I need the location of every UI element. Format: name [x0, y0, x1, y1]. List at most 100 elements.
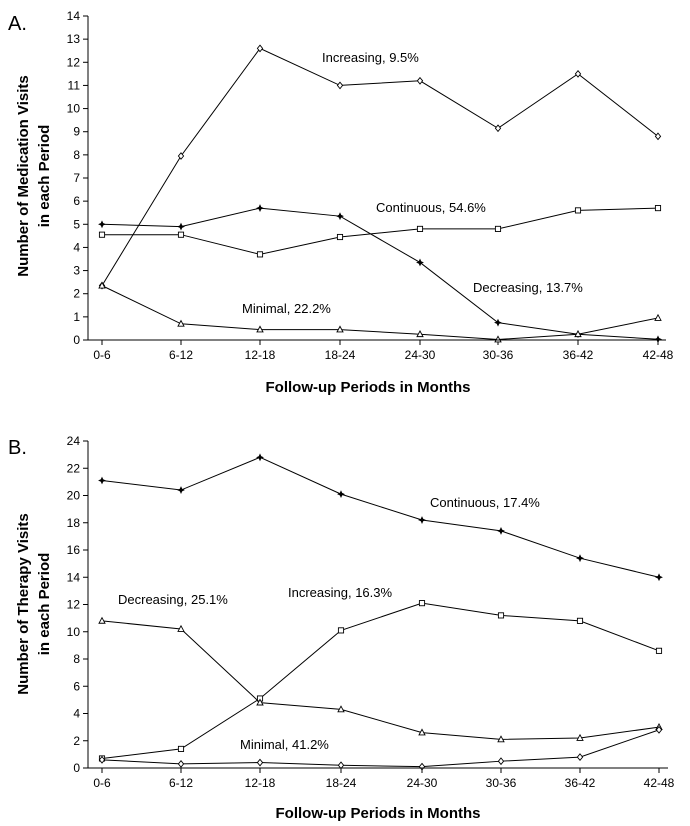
panel-a-data-point: [98, 231, 106, 238]
panel-a-series-label: Decreasing, 13.7%: [473, 280, 583, 295]
panel-b-y-axis-title-line2: in each Period: [36, 553, 53, 656]
panel-b-x-tick-label: 24-30: [407, 776, 438, 790]
panel-b-data-point: [418, 600, 426, 607]
panel-a-y-tick-label: 14: [67, 9, 81, 23]
panel-b-x-tick-label: 0-6: [93, 776, 111, 790]
panel-a-data-point: [494, 124, 502, 133]
panel-b-y-tick-label: 2: [73, 734, 80, 748]
panel-b-data-point: [177, 624, 185, 632]
panel-b-series-label: Continuous, 17.4%: [430, 495, 540, 510]
panel-a-series-label: Increasing, 9.5%: [322, 50, 419, 65]
panel-b-data-point: [418, 516, 426, 524]
panel-a-y-tick-label: 1: [73, 310, 80, 324]
panel-a-data-point: [336, 233, 344, 241]
panel-b-data-point: [337, 490, 345, 499]
panel-a-data-point: [177, 222, 185, 231]
panel-b-data-point: [655, 725, 663, 734]
panel-b-data-point: [497, 612, 505, 619]
panel-b-label: B.: [8, 437, 27, 459]
panel-a-data-point: [574, 69, 582, 78]
panel-a-data-point: [416, 225, 424, 232]
panel-b-data-point: [497, 757, 505, 766]
panel-b-y-tick-label: 20: [67, 489, 81, 503]
panel-a-y-tick-label: 0: [73, 333, 80, 347]
panel-b-data-point: [418, 762, 426, 771]
panel-a-data-point: [574, 330, 582, 338]
panel-b-data-point: [576, 733, 584, 741]
panel-b-data-point: [497, 526, 505, 535]
panel-b-y-tick-label: 0: [73, 761, 80, 775]
panel-b-y-tick-label: 18: [67, 516, 81, 530]
panel-a-data-point: [256, 204, 264, 213]
panel-a-y-tick-label: 9: [73, 125, 80, 139]
panel-b-series-line-1: [101, 456, 660, 578]
panel-a-data-point: [416, 76, 424, 85]
panel-a-x-tick-label: 36-42: [563, 348, 594, 362]
panel-a-x-tick-label: 12-18: [245, 348, 276, 362]
panel-a-series-line-1: [101, 47, 659, 286]
panel-a-x-tick-label: 24-30: [405, 348, 436, 362]
panel-a-data-point: [654, 205, 662, 212]
panel-a-y-axis-title-line2: in each Period: [36, 125, 53, 228]
panel-b-data-point: [576, 617, 584, 624]
panel-a-series-line-3: [101, 207, 659, 340]
panel-a-data-point: [336, 212, 344, 221]
panel-a-series-label: Continuous, 54.6%: [376, 200, 486, 215]
panel-a-y-tick-label: 5: [73, 217, 80, 231]
panel-a-data-point: [654, 313, 662, 321]
panel-a-data-point: [494, 335, 502, 343]
panel-b-series-line-2: [101, 602, 660, 759]
panel-a-x-tick-label: 30-36: [483, 348, 514, 362]
panel-b-y-tick-label: 24: [67, 434, 81, 448]
panel-a-x-tick-label: 42-48: [643, 348, 674, 362]
panel-b-data-point: [655, 573, 663, 582]
panel-b-y-tick-label: 22: [67, 461, 81, 475]
panel-a-data-point: [177, 152, 185, 160]
panel-b-series-label: Increasing, 16.3%: [288, 585, 393, 600]
panel-a-label: A.: [8, 13, 27, 35]
panel-b-series-line-3: [101, 620, 660, 740]
panel-a-y-tick-label: 4: [73, 240, 80, 254]
panel-b-data-point: [576, 554, 584, 563]
panel-a-data-point: [98, 220, 106, 229]
panel-a-series-label: Minimal, 22.2%: [242, 301, 331, 316]
panel-a-data-point: [336, 81, 344, 90]
panel-a-data-point: [256, 251, 264, 258]
panel-a-x-tick-label: 18-24: [325, 348, 356, 362]
panel-a-y-tick-label: 10: [67, 102, 81, 116]
panel-a-x-tick-label: 6-12: [169, 348, 193, 362]
panel-b-data-point: [655, 647, 663, 654]
panel-b-data-point: [256, 758, 264, 767]
panel-a-data-point: [256, 325, 264, 333]
panel-b-y-tick-label: 14: [67, 570, 81, 584]
panel-a-x-axis-title: Follow-up Periods in Months: [266, 379, 471, 396]
panel-b-data-point: [337, 627, 345, 634]
panel-a-data-point: [177, 319, 185, 327]
panel-a-y-tick-label: 13: [67, 32, 81, 46]
panel-b-y-tick-label: 8: [73, 652, 80, 666]
panel-a-data-point: [416, 330, 424, 338]
panel-a-series-line-2: [102, 207, 659, 255]
panel-b-data-point: [98, 755, 106, 764]
panel-a-y-tick-label: 8: [73, 148, 80, 162]
panel-b-x-tick-label: 18-24: [326, 776, 357, 790]
panel-a-data-point: [654, 335, 662, 344]
panel-b-x-tick-label: 42-48: [644, 776, 675, 790]
panel-a-series-line-4: [101, 285, 659, 341]
panel-b-y-axis-title-line1: Number of Therapy Visits: [15, 513, 32, 694]
panel-a-data-point: [494, 225, 502, 232]
panel-b-y-tick-label: 16: [67, 543, 81, 557]
panel-b-series-label: Minimal, 41.2%: [240, 737, 329, 752]
panel-a-y-tick-label: 2: [73, 287, 80, 301]
panel-a-data-point: [494, 318, 502, 327]
panel-b-y-tick-label: 4: [73, 707, 80, 721]
panel-b-data-point: [256, 698, 264, 706]
panel-b-x-axis-title: Follow-up Periods in Months: [276, 805, 481, 822]
panel-a-data-point: [416, 258, 424, 267]
panel-b-series-line-4: [101, 729, 660, 768]
panel-a-data-point: [654, 132, 662, 141]
panel-a-y-axis-title-line1: Number of Medication Visits: [15, 75, 32, 276]
panel-b-x-tick-label: 30-36: [486, 776, 517, 790]
